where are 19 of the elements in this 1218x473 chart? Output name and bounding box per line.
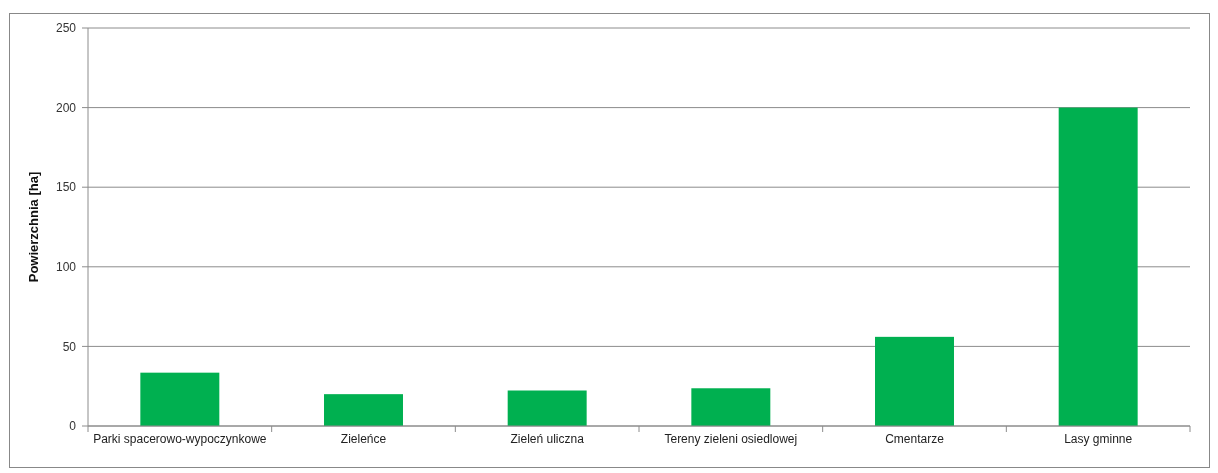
x-tick-label: Zieleń uliczna xyxy=(510,432,585,446)
bar xyxy=(324,394,403,426)
bar xyxy=(691,388,771,426)
y-tick-label: 100 xyxy=(55,260,77,274)
x-tick-label: Lasy gminne xyxy=(1064,432,1133,446)
y-axis-title: Powierzchnia [ha] xyxy=(26,171,41,283)
y-tick-label: 200 xyxy=(55,100,77,115)
x-tick-label: Parki spacerowo-wypoczynkowe xyxy=(93,432,267,446)
y-tick-label: 0 xyxy=(69,419,77,434)
x-tick-label: Zieleńce xyxy=(340,432,387,446)
bar xyxy=(1058,107,1138,426)
x-tick-label: Tereny zieleni osiedlowej xyxy=(664,432,798,446)
x-tick-label: Cmentarze xyxy=(885,432,945,446)
bar xyxy=(507,390,587,426)
y-tick-label: 50 xyxy=(62,339,77,354)
bar xyxy=(875,336,954,426)
y-tick-label: 250 xyxy=(55,21,77,36)
bar xyxy=(140,372,220,426)
y-tick-label: 150 xyxy=(55,180,77,195)
